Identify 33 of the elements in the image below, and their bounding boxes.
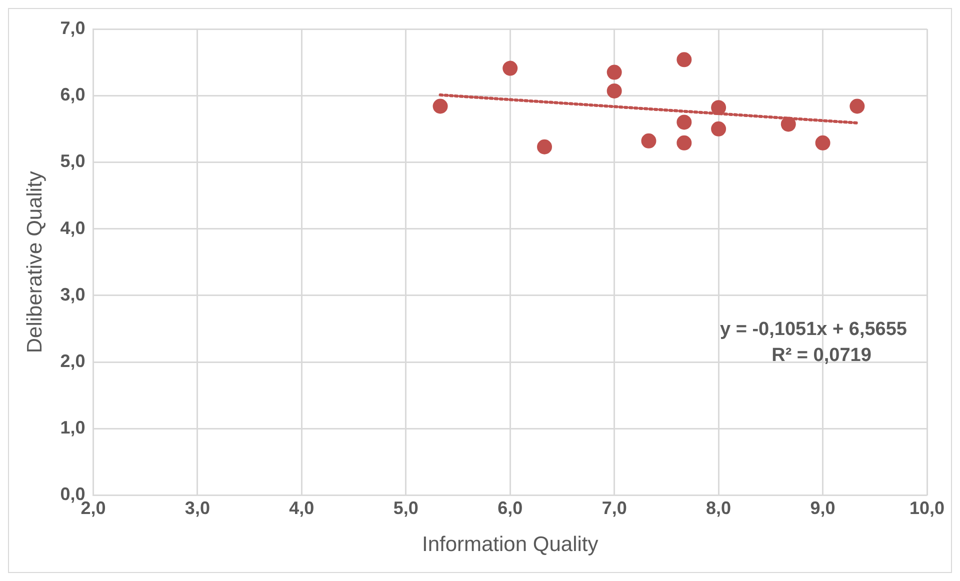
x-tick-label: 4,0 bbox=[289, 498, 314, 518]
point bbox=[815, 135, 830, 150]
y-tick-label: 3,0 bbox=[60, 284, 86, 304]
point bbox=[606, 64, 622, 80]
y-tick-label: 4,0 bbox=[60, 218, 86, 238]
x-tick-label: 3,0 bbox=[184, 498, 210, 518]
x-tick-label: 8,0 bbox=[706, 498, 732, 518]
y-tick-label: 1,0 bbox=[60, 418, 86, 438]
y-tick-label: 6,0 bbox=[60, 84, 86, 105]
y-tick-label: 7,0 bbox=[60, 18, 86, 38]
point bbox=[432, 98, 448, 114]
x-tick-label: 7,0 bbox=[602, 498, 627, 518]
x-tick-label: 9,0 bbox=[810, 498, 836, 518]
point bbox=[502, 60, 518, 76]
annotation: R² = 0,0719 bbox=[772, 344, 872, 366]
y-axis-title: Deliberative Quality bbox=[23, 170, 46, 354]
point bbox=[676, 135, 692, 150]
x-tick-label: 6,0 bbox=[498, 498, 523, 518]
point bbox=[641, 133, 656, 148]
y-tick-label: 2,0 bbox=[60, 350, 86, 371]
point bbox=[676, 114, 692, 130]
point bbox=[780, 116, 796, 132]
point bbox=[711, 121, 726, 136]
annotation: y = -0,1051x + 6,5655 bbox=[720, 318, 908, 340]
x-axis-title: Information Quality bbox=[422, 533, 599, 556]
point bbox=[537, 139, 552, 154]
point bbox=[676, 52, 692, 68]
point bbox=[850, 98, 865, 114]
x-tick-label: 5,0 bbox=[393, 498, 418, 518]
point bbox=[606, 83, 622, 98]
x-tick-label: 10,0 bbox=[909, 498, 945, 518]
y-tick-label: 5,0 bbox=[60, 151, 86, 172]
point bbox=[711, 100, 726, 116]
